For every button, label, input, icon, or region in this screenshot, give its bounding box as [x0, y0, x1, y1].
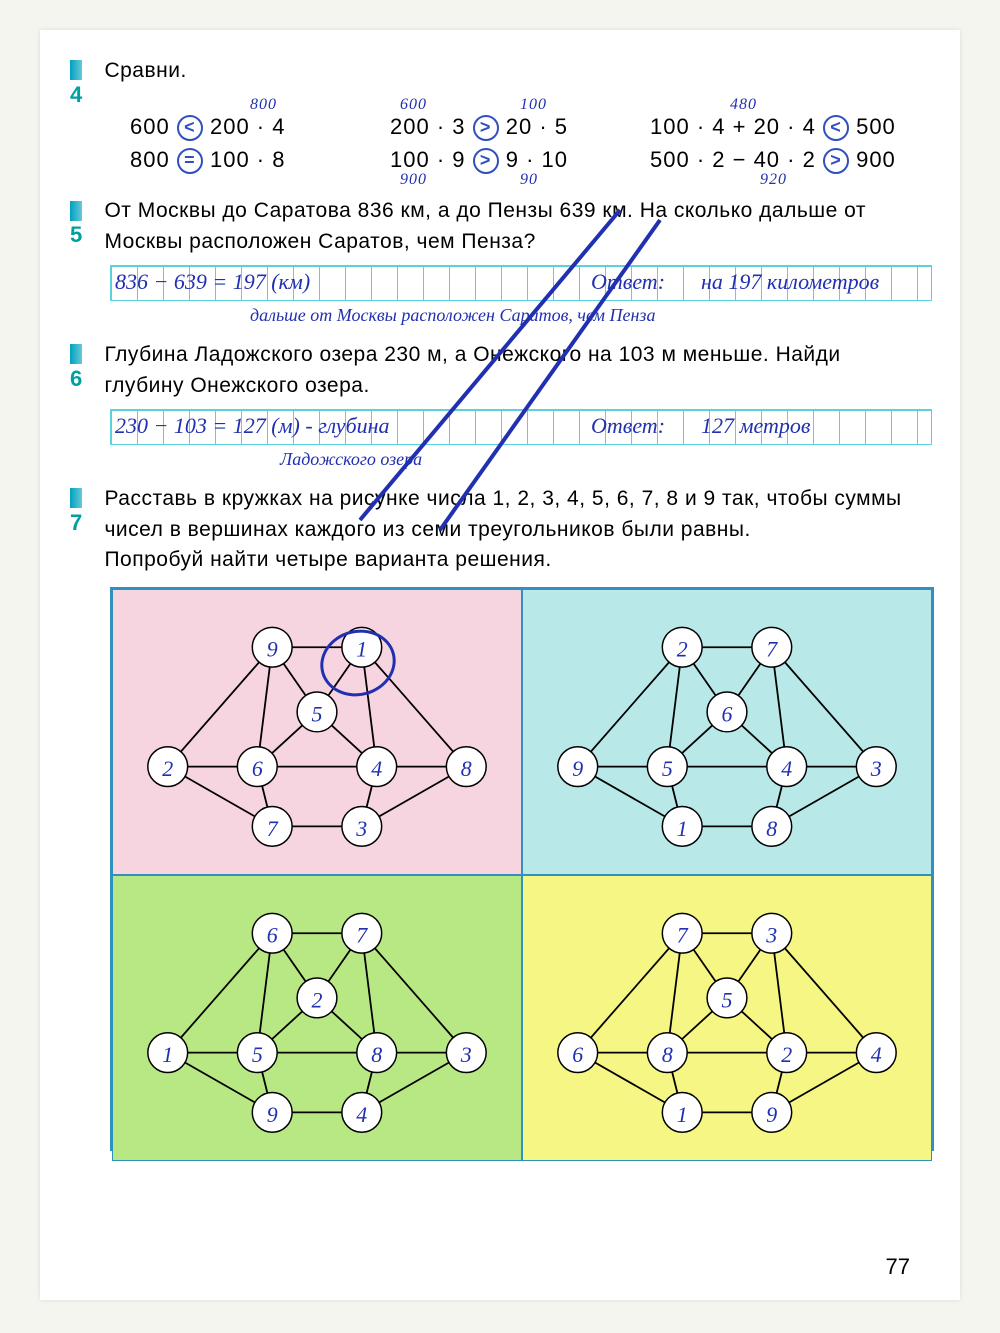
diagram-panel: 7 3 5 6 8 2 4 1 9: [522, 875, 932, 1161]
comparison-circle: <: [823, 115, 849, 141]
node-value: 9: [766, 1102, 777, 1127]
handwritten-annotation: 800: [250, 96, 277, 114]
right-expr: 20 · 5: [506, 114, 568, 139]
node-value: 5: [722, 987, 733, 1012]
node-value: 5: [312, 702, 323, 727]
node-value: 4: [781, 757, 792, 782]
handwritten-annotation: 90: [520, 171, 538, 189]
right-expr: 9 · 10: [506, 147, 568, 172]
right-expr: 900: [856, 147, 896, 172]
compare-group: 500 · 2 − 40 · 2 > 900920: [650, 147, 910, 174]
right-expr: 200 · 4: [210, 114, 286, 139]
node-value: 4: [371, 757, 382, 782]
comparison-circle: >: [473, 148, 499, 174]
node-value: 1: [162, 1042, 173, 1067]
left-expr: 600: [130, 114, 170, 139]
node-value: 2: [162, 757, 173, 782]
node-value: 3: [355, 816, 367, 841]
comparison-circle: <: [177, 115, 203, 141]
right-expr: 500: [856, 114, 896, 139]
node-value: 9: [572, 757, 583, 782]
node-value: 8: [662, 1042, 673, 1067]
node-value: 2: [312, 987, 323, 1012]
task-number: 4: [70, 56, 100, 108]
node-value: 2: [677, 637, 688, 662]
handwritten-annotation: 100: [520, 96, 547, 114]
handwritten-annotation: 920: [760, 171, 787, 189]
right-expr: 100 · 8: [210, 147, 286, 172]
comparison-circle: =: [177, 148, 203, 174]
task-4: 4 Сравни. 600 < 200 · 4800200 · 3 > 20 ·…: [70, 56, 930, 174]
node-value: 8: [371, 1042, 382, 1067]
left-expr: 800: [130, 147, 170, 172]
node-value: 2: [781, 1042, 792, 1067]
node-value: 4: [871, 1042, 882, 1067]
pen-strike: [240, 200, 740, 550]
task-number: 5: [70, 196, 100, 248]
compare-row: 600 < 200 · 4800200 · 3 > 20 · 560010010…: [130, 114, 930, 141]
diagram-panel: 6 7 2 1 5 8 3 9 4: [112, 875, 522, 1161]
workbook-page: 4 Сравни. 600 < 200 · 4800200 · 3 > 20 ·…: [40, 30, 960, 1300]
compare-group: 600 < 200 · 4800: [130, 114, 390, 141]
diagram-panel: 2 7 6 9 5 4 3 1 8: [522, 589, 932, 875]
node-value: 6: [252, 757, 263, 782]
node-value: 3: [460, 1042, 472, 1067]
task7-line2: Попробуй найти четыре варианта решения.: [104, 548, 551, 571]
node-value: 8: [766, 816, 777, 841]
node-value: 6: [267, 923, 278, 948]
task-title: Сравни.: [104, 56, 924, 86]
node-value: 7: [677, 923, 689, 948]
node-value: 7: [766, 637, 778, 662]
comparison-circle: >: [823, 148, 849, 174]
compare-group: 100 · 9 > 9 · 1090090: [390, 147, 650, 174]
left-expr: 100 · 4 + 20 · 4: [650, 114, 816, 139]
compare-group: 800 = 100 · 8: [130, 147, 390, 174]
compare-group: 200 · 3 > 20 · 5600100: [390, 114, 650, 141]
node-value: 7: [267, 816, 279, 841]
node-value: 5: [252, 1042, 263, 1067]
node-value: 1: [677, 816, 688, 841]
compare-group: 100 · 4 + 20 · 4 < 500480: [650, 114, 910, 141]
node-value: 3: [765, 923, 777, 948]
compare-row: 800 = 100 · 8100 · 9 > 9 · 1090090500 · …: [130, 147, 930, 174]
handwritten-annotation: 900: [400, 171, 427, 189]
handwritten-annotation: 600: [400, 96, 427, 114]
left-expr: 500 · 2 − 40 · 2: [650, 147, 816, 172]
node-value: 3: [870, 757, 882, 782]
node-value: 9: [267, 1102, 278, 1127]
task-number: 6: [70, 340, 100, 392]
left-expr: 200 · 3: [390, 114, 466, 139]
node-value: 8: [461, 757, 472, 782]
node-value: 5: [662, 757, 673, 782]
handwritten-annotation: 480: [730, 96, 757, 114]
page-number: 77: [886, 1254, 910, 1280]
task-number: 7: [70, 484, 100, 536]
comparison-circle: >: [473, 115, 499, 141]
diagram-grid: 915264873276954318672158394735682419: [110, 587, 934, 1151]
node-value: 4: [356, 1102, 367, 1127]
node-value: 6: [722, 702, 733, 727]
left-expr: 100 · 9: [390, 147, 466, 172]
node-value: 1: [677, 1102, 688, 1127]
diagram-panel: 915264873: [112, 589, 522, 875]
node-value: 6: [572, 1042, 583, 1067]
node-value: 9: [267, 637, 278, 662]
node-value: 7: [356, 923, 368, 948]
